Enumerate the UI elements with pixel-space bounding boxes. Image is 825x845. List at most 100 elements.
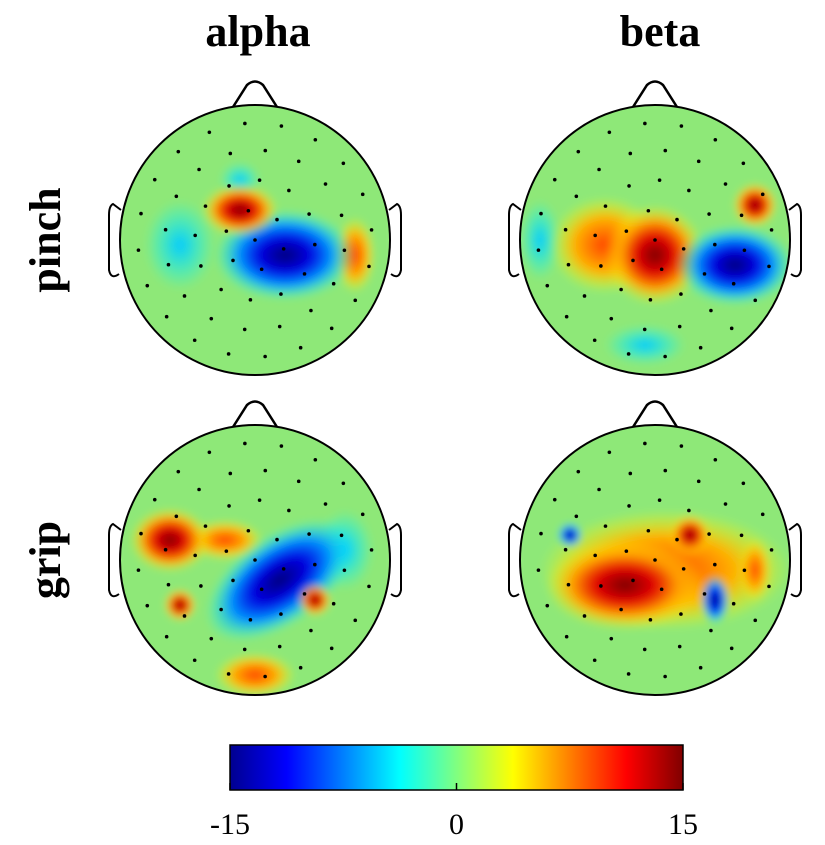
electrode — [263, 468, 268, 473]
electrode — [627, 504, 631, 508]
electrode — [739, 213, 744, 218]
electrode — [679, 612, 683, 616]
electrode — [279, 444, 284, 448]
electrode — [679, 124, 684, 128]
electrode — [648, 618, 653, 622]
electrode — [607, 130, 612, 135]
electrode — [145, 603, 150, 608]
tick-label: 15 — [668, 808, 698, 841]
electrode — [545, 603, 550, 608]
electrode — [199, 264, 203, 268]
electrode — [592, 658, 597, 663]
electrode — [723, 182, 728, 186]
head-outline — [519, 104, 791, 376]
electrode — [197, 487, 201, 492]
electrode — [281, 567, 286, 571]
electrode — [696, 479, 701, 484]
electrode — [279, 124, 284, 128]
electrode — [769, 228, 774, 232]
electrode — [313, 457, 318, 462]
electrode — [707, 212, 711, 216]
electrode — [760, 512, 765, 517]
electrode — [277, 324, 282, 329]
nose — [631, 80, 679, 108]
electrode — [564, 314, 569, 319]
electrode — [353, 298, 358, 303]
electrode — [607, 450, 612, 455]
electrode — [360, 512, 365, 517]
electrode — [341, 161, 346, 166]
electrode — [331, 601, 336, 606]
electrode — [369, 228, 374, 232]
electrode — [259, 587, 264, 592]
electrode — [193, 553, 197, 558]
electrode — [309, 628, 313, 633]
electrode — [741, 161, 746, 166]
electrode — [677, 644, 682, 649]
electrode — [593, 233, 597, 238]
electrode — [597, 167, 601, 172]
electrode — [753, 618, 758, 623]
electrode — [731, 601, 736, 606]
electrode — [341, 481, 346, 486]
electrode — [367, 264, 371, 269]
electrode — [702, 272, 707, 276]
electrode — [729, 646, 734, 651]
electrode — [263, 354, 267, 359]
electrode — [176, 149, 181, 154]
electrode — [624, 229, 629, 233]
electrode — [197, 167, 201, 172]
electrode — [298, 665, 303, 670]
electrode — [152, 497, 157, 502]
topoplot — [108, 80, 402, 376]
electrode — [739, 533, 744, 538]
topoplot — [508, 400, 802, 696]
electrode — [742, 568, 747, 573]
electrode — [339, 533, 344, 538]
electrode — [574, 194, 579, 199]
electrode — [687, 188, 691, 193]
colorbar-ticks: -15 0 15 — [210, 783, 698, 841]
electrode — [628, 471, 633, 476]
electrode — [642, 647, 647, 652]
electrode — [536, 568, 541, 572]
electrode — [545, 283, 550, 288]
electrode — [307, 212, 311, 216]
electrode — [653, 238, 657, 242]
electrode — [219, 287, 223, 292]
electrode — [339, 213, 344, 218]
electrode — [566, 262, 571, 267]
nose — [631, 400, 679, 428]
ear — [108, 522, 122, 598]
electrode — [539, 211, 543, 216]
electrode — [675, 537, 679, 542]
electrode — [709, 628, 713, 633]
electrode — [679, 444, 684, 448]
electrode — [136, 568, 141, 572]
electrode — [281, 247, 286, 251]
electrode — [631, 578, 635, 583]
electrode — [659, 267, 664, 272]
electrode — [192, 338, 197, 343]
electrode — [713, 137, 718, 142]
electrode — [643, 121, 647, 126]
electrode — [360, 192, 365, 197]
electrode — [603, 524, 608, 528]
row-title: grip — [21, 521, 70, 599]
electrode — [231, 258, 235, 263]
electrode — [275, 217, 279, 222]
electrode — [166, 582, 171, 587]
electrode — [152, 177, 157, 182]
electrode — [713, 457, 718, 462]
electrode — [564, 634, 569, 639]
electrode — [164, 314, 169, 319]
electrode — [582, 294, 587, 298]
nose — [231, 80, 279, 108]
electrode — [702, 592, 707, 596]
electrode — [663, 674, 667, 679]
electrode — [626, 672, 631, 676]
electrode — [675, 217, 679, 222]
ear — [508, 202, 522, 278]
electrode — [713, 562, 717, 567]
